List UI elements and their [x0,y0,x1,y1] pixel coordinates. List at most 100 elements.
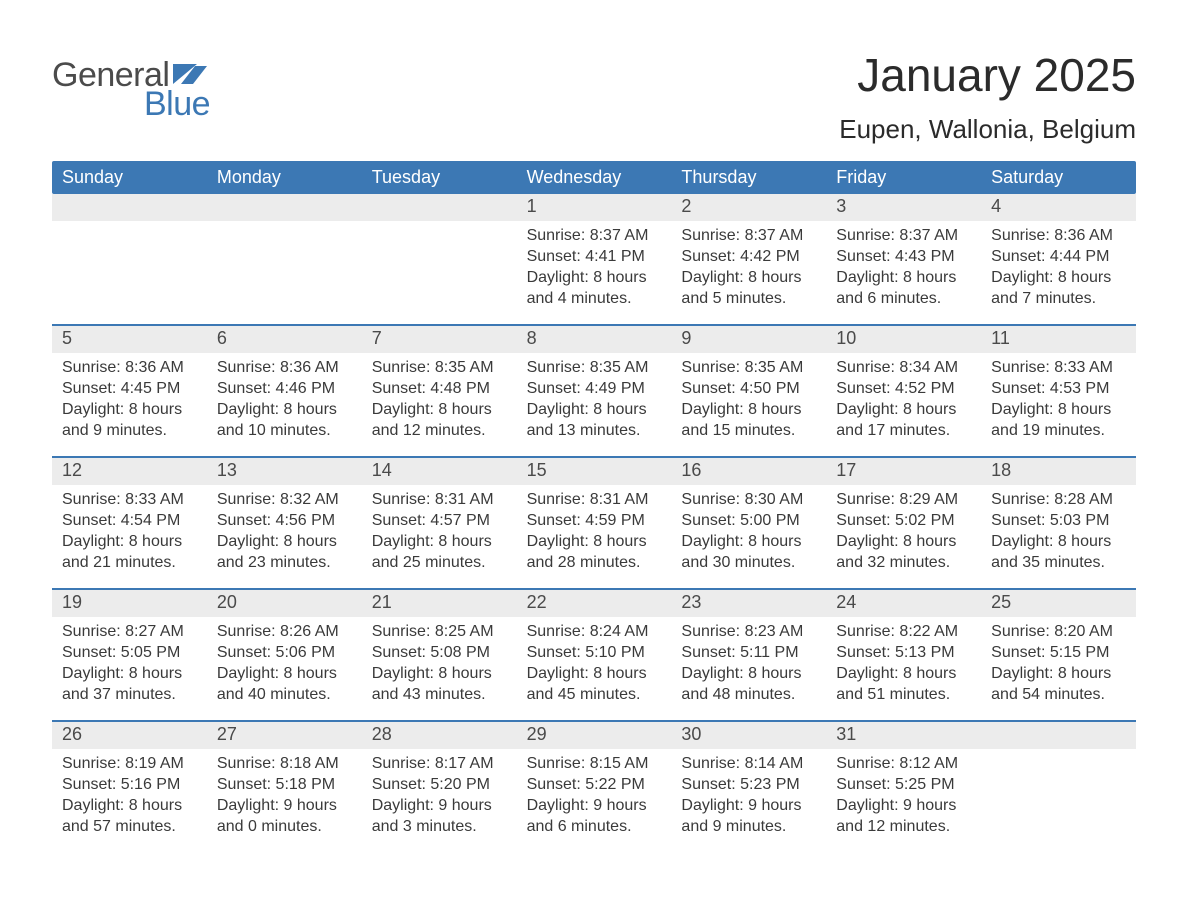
calendar-page: General Blue January 2025 Eupen, Walloni… [0,0,1188,918]
sunset-text: Sunset: 4:49 PM [527,378,662,399]
day-number: 31 [826,722,981,748]
day-number: 8 [517,326,672,352]
day-number: 17 [826,458,981,484]
day-number: 23 [671,590,826,616]
daylight-text-line1: Daylight: 8 hours [217,663,352,684]
daylight-text-line2: and 30 minutes. [681,552,816,573]
sunset-text: Sunset: 5:20 PM [372,774,507,795]
day-cell: Sunrise: 8:25 AMSunset: 5:08 PMDaylight:… [362,617,517,720]
sunrise-text: Sunrise: 8:36 AM [217,357,352,378]
day-cell: Sunrise: 8:15 AMSunset: 5:22 PMDaylight:… [517,749,672,852]
day-number: 29 [517,722,672,748]
day-number [207,194,362,220]
daylight-text-line1: Daylight: 8 hours [681,267,816,288]
sunset-text: Sunset: 5:25 PM [836,774,971,795]
daylight-text-line1: Daylight: 9 hours [217,795,352,816]
day-number: 28 [362,722,517,748]
week-row: 12131415161718Sunrise: 8:33 AMSunset: 4:… [52,456,1136,588]
brand-word-blue: Blue [144,85,210,124]
daylight-text-line2: and 54 minutes. [991,684,1126,705]
daylight-text-line2: and 48 minutes. [681,684,816,705]
week-row: 567891011Sunrise: 8:36 AMSunset: 4:45 PM… [52,324,1136,456]
daylight-text-line2: and 40 minutes. [217,684,352,705]
day-cell: Sunrise: 8:34 AMSunset: 4:52 PMDaylight:… [826,353,981,456]
day-number: 25 [981,590,1136,616]
sunrise-text: Sunrise: 8:31 AM [527,489,662,510]
daylight-text-line1: Daylight: 8 hours [527,663,662,684]
sunrise-text: Sunrise: 8:32 AM [217,489,352,510]
sunset-text: Sunset: 4:44 PM [991,246,1126,267]
day-cell: Sunrise: 8:37 AMSunset: 4:41 PMDaylight:… [517,221,672,324]
sunrise-text: Sunrise: 8:36 AM [991,225,1126,246]
brand-logo: General Blue [52,56,210,124]
day-number: 18 [981,458,1136,484]
day-number: 22 [517,590,672,616]
sunset-text: Sunset: 5:00 PM [681,510,816,531]
daylight-text-line1: Daylight: 8 hours [62,531,197,552]
sunset-text: Sunset: 4:42 PM [681,246,816,267]
sunset-text: Sunset: 5:08 PM [372,642,507,663]
sunset-text: Sunset: 5:16 PM [62,774,197,795]
daylight-text-line1: Daylight: 8 hours [527,267,662,288]
sunrise-text: Sunrise: 8:36 AM [62,357,197,378]
sunrise-text: Sunrise: 8:25 AM [372,621,507,642]
day-cell: Sunrise: 8:12 AMSunset: 5:25 PMDaylight:… [826,749,981,852]
daylight-text-line1: Daylight: 8 hours [991,399,1126,420]
sunrise-text: Sunrise: 8:37 AM [527,225,662,246]
daylight-text-line2: and 12 minutes. [836,816,971,837]
sunset-text: Sunset: 5:18 PM [217,774,352,795]
day-number [362,194,517,220]
daylight-text-line1: Daylight: 8 hours [991,531,1126,552]
sunrise-text: Sunrise: 8:19 AM [62,753,197,774]
day-number: 4 [981,194,1136,220]
sunrise-text: Sunrise: 8:28 AM [991,489,1126,510]
sunrise-text: Sunrise: 8:35 AM [527,357,662,378]
daylight-text-line1: Daylight: 8 hours [991,663,1126,684]
daylight-text-line1: Daylight: 8 hours [372,531,507,552]
sunrise-text: Sunrise: 8:18 AM [217,753,352,774]
day-number: 21 [362,590,517,616]
sunrise-text: Sunrise: 8:29 AM [836,489,971,510]
daylight-text-line2: and 13 minutes. [527,420,662,441]
daylight-text-line1: Daylight: 8 hours [527,399,662,420]
daylight-text-line1: Daylight: 8 hours [372,399,507,420]
day-number: 30 [671,722,826,748]
dow-sunday: Sunday [52,161,207,194]
daylight-text-line2: and 17 minutes. [836,420,971,441]
weeks-container: 1234Sunrise: 8:37 AMSunset: 4:41 PMDayli… [52,194,1136,852]
sunset-text: Sunset: 4:54 PM [62,510,197,531]
sunrise-text: Sunrise: 8:33 AM [991,357,1126,378]
day-cell: Sunrise: 8:31 AMSunset: 4:57 PMDaylight:… [362,485,517,588]
sunrise-text: Sunrise: 8:23 AM [681,621,816,642]
daylight-text-line1: Daylight: 8 hours [217,399,352,420]
day-cell: Sunrise: 8:20 AMSunset: 5:15 PMDaylight:… [981,617,1136,720]
sunset-text: Sunset: 5:11 PM [681,642,816,663]
sunrise-text: Sunrise: 8:37 AM [681,225,816,246]
daylight-text-line2: and 9 minutes. [62,420,197,441]
daylight-text-line2: and 4 minutes. [527,288,662,309]
daylight-text-line2: and 25 minutes. [372,552,507,573]
sunrise-text: Sunrise: 8:30 AM [681,489,816,510]
day-number: 19 [52,590,207,616]
day-of-week-header: Sunday Monday Tuesday Wednesday Thursday… [52,161,1136,194]
sunrise-text: Sunrise: 8:26 AM [217,621,352,642]
day-number: 6 [207,326,362,352]
sunset-text: Sunset: 4:46 PM [217,378,352,399]
daylight-text-line1: Daylight: 8 hours [836,267,971,288]
week-row: 1234Sunrise: 8:37 AMSunset: 4:41 PMDayli… [52,194,1136,324]
daylight-text-line2: and 15 minutes. [681,420,816,441]
day-cell: Sunrise: 8:27 AMSunset: 5:05 PMDaylight:… [52,617,207,720]
week-row: 19202122232425Sunrise: 8:27 AMSunset: 5:… [52,588,1136,720]
day-cell: Sunrise: 8:32 AMSunset: 4:56 PMDaylight:… [207,485,362,588]
day-cell: Sunrise: 8:33 AMSunset: 4:54 PMDaylight:… [52,485,207,588]
sunset-text: Sunset: 5:06 PM [217,642,352,663]
week-row: 262728293031Sunrise: 8:19 AMSunset: 5:16… [52,720,1136,852]
day-cell: Sunrise: 8:23 AMSunset: 5:11 PMDaylight:… [671,617,826,720]
day-number: 12 [52,458,207,484]
calendar: Sunday Monday Tuesday Wednesday Thursday… [52,161,1136,852]
daylight-text-line1: Daylight: 9 hours [836,795,971,816]
day-cell [52,221,207,324]
day-number: 2 [671,194,826,220]
daylight-text-line1: Daylight: 9 hours [372,795,507,816]
day-cell: Sunrise: 8:36 AMSunset: 4:45 PMDaylight:… [52,353,207,456]
